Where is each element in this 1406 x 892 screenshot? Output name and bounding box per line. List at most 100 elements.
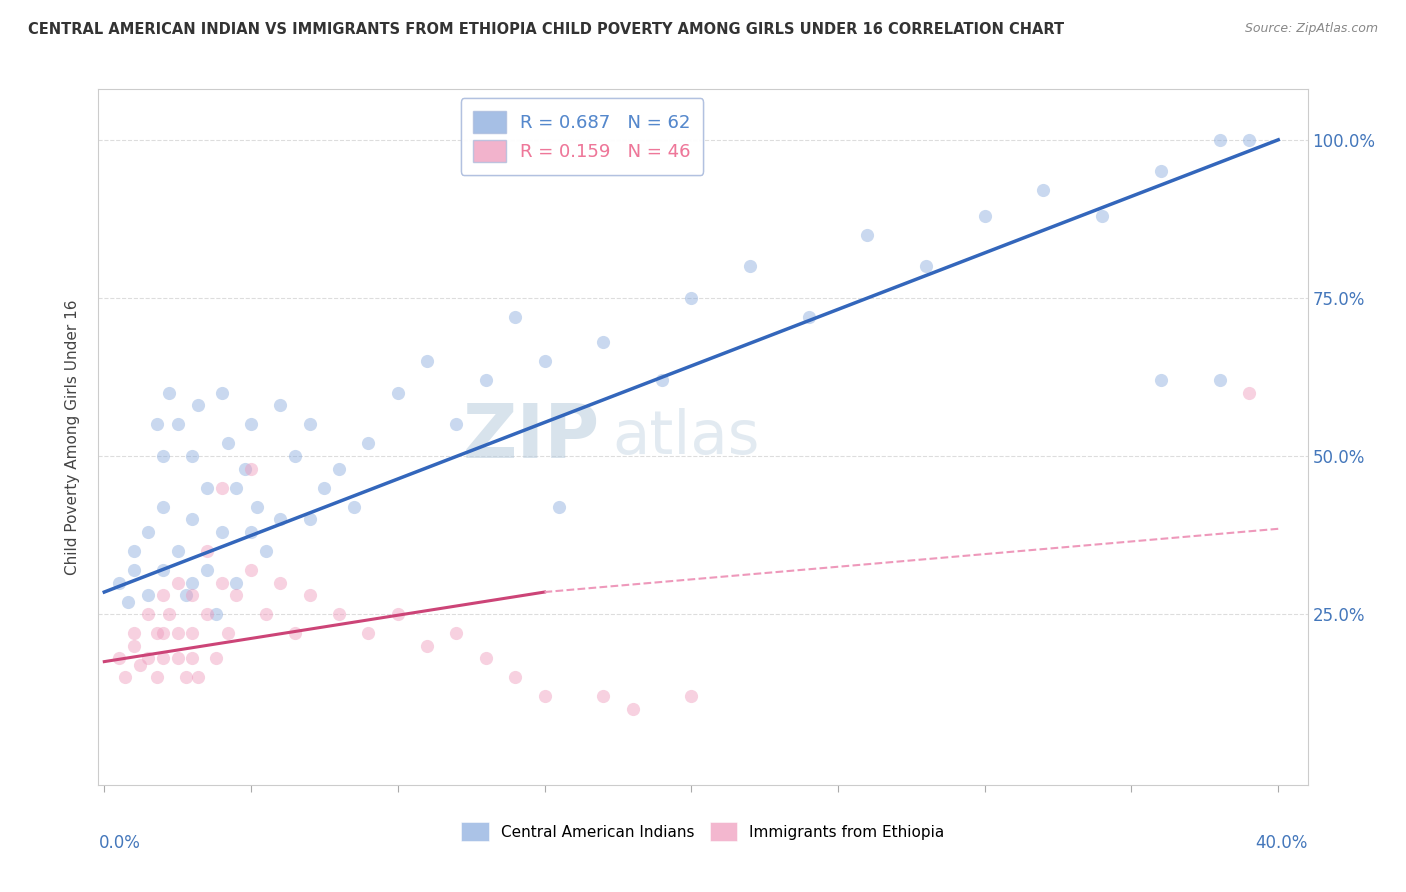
Point <box>1208 133 1230 147</box>
Point <box>1032 183 1054 197</box>
Point <box>166 651 188 665</box>
Point <box>146 626 169 640</box>
Point <box>211 385 233 400</box>
Point <box>1208 373 1230 387</box>
Point <box>152 449 174 463</box>
Point <box>181 588 204 602</box>
Point <box>181 575 204 590</box>
Point <box>240 417 263 432</box>
Point <box>225 588 247 602</box>
Point <box>122 626 145 640</box>
Point <box>195 481 218 495</box>
Point <box>503 670 526 684</box>
Point <box>114 670 136 684</box>
Point <box>1237 133 1260 147</box>
Text: 40.0%: 40.0% <box>1256 834 1308 852</box>
Point <box>157 607 180 622</box>
Point <box>387 385 409 400</box>
Point <box>152 651 174 665</box>
Point <box>217 436 239 450</box>
Point <box>128 657 150 672</box>
Point <box>1091 209 1114 223</box>
Point <box>548 500 571 514</box>
Point <box>387 607 409 622</box>
Point <box>915 260 938 274</box>
Point <box>187 670 209 684</box>
Point <box>533 354 555 368</box>
Point <box>211 575 233 590</box>
Point <box>240 563 263 577</box>
Point <box>217 626 239 640</box>
Point <box>187 399 209 413</box>
Point <box>357 626 380 640</box>
Point <box>152 588 174 602</box>
Point <box>108 575 131 590</box>
Point <box>797 310 820 324</box>
Text: ZIP: ZIP <box>463 401 600 474</box>
Point <box>195 544 218 558</box>
Point <box>195 607 218 622</box>
Point <box>136 651 159 665</box>
Point <box>298 588 321 602</box>
Point <box>269 399 291 413</box>
Point <box>181 449 204 463</box>
Point <box>681 690 703 704</box>
Point <box>240 461 263 475</box>
Point <box>181 512 204 526</box>
Point <box>269 512 291 526</box>
Point <box>233 461 256 475</box>
Point <box>152 626 174 640</box>
Point <box>1150 164 1173 178</box>
Point <box>416 639 439 653</box>
Point <box>298 417 321 432</box>
Point <box>240 524 263 539</box>
Text: Source: ZipAtlas.com: Source: ZipAtlas.com <box>1244 22 1378 36</box>
Point <box>592 690 614 704</box>
Text: CENTRAL AMERICAN INDIAN VS IMMIGRANTS FROM ETHIOPIA CHILD POVERTY AMONG GIRLS UN: CENTRAL AMERICAN INDIAN VS IMMIGRANTS FR… <box>28 22 1064 37</box>
Point <box>211 524 233 539</box>
Point <box>475 373 498 387</box>
Point <box>284 626 307 640</box>
Point <box>416 354 439 368</box>
Point <box>651 373 673 387</box>
Point <box>856 227 879 242</box>
Point <box>122 544 145 558</box>
Point <box>738 260 761 274</box>
Point <box>269 575 291 590</box>
Point <box>254 544 277 558</box>
Point <box>166 544 188 558</box>
Point <box>181 626 204 640</box>
Point <box>166 626 188 640</box>
Point <box>225 575 247 590</box>
Point <box>314 481 336 495</box>
Point <box>146 670 169 684</box>
Point <box>152 563 174 577</box>
Point <box>181 651 204 665</box>
Text: 0.0%: 0.0% <box>98 834 141 852</box>
Point <box>446 417 468 432</box>
Point <box>136 607 159 622</box>
Point <box>973 209 995 223</box>
Point <box>176 670 198 684</box>
Point <box>246 500 269 514</box>
Point <box>195 563 218 577</box>
Point <box>1237 385 1260 400</box>
Point <box>122 563 145 577</box>
Y-axis label: Child Poverty Among Girls Under 16: Child Poverty Among Girls Under 16 <box>65 300 80 574</box>
Point <box>681 291 703 305</box>
Point <box>166 417 188 432</box>
Point <box>328 607 350 622</box>
Point <box>284 449 307 463</box>
Point <box>146 417 169 432</box>
Point <box>152 500 174 514</box>
Point <box>533 690 555 704</box>
Point <box>204 607 226 622</box>
Point <box>117 594 139 608</box>
Point <box>254 607 277 622</box>
Point <box>204 651 226 665</box>
Point <box>108 651 131 665</box>
Point <box>328 461 350 475</box>
Point <box>211 481 233 495</box>
Point <box>166 575 188 590</box>
Point <box>357 436 380 450</box>
